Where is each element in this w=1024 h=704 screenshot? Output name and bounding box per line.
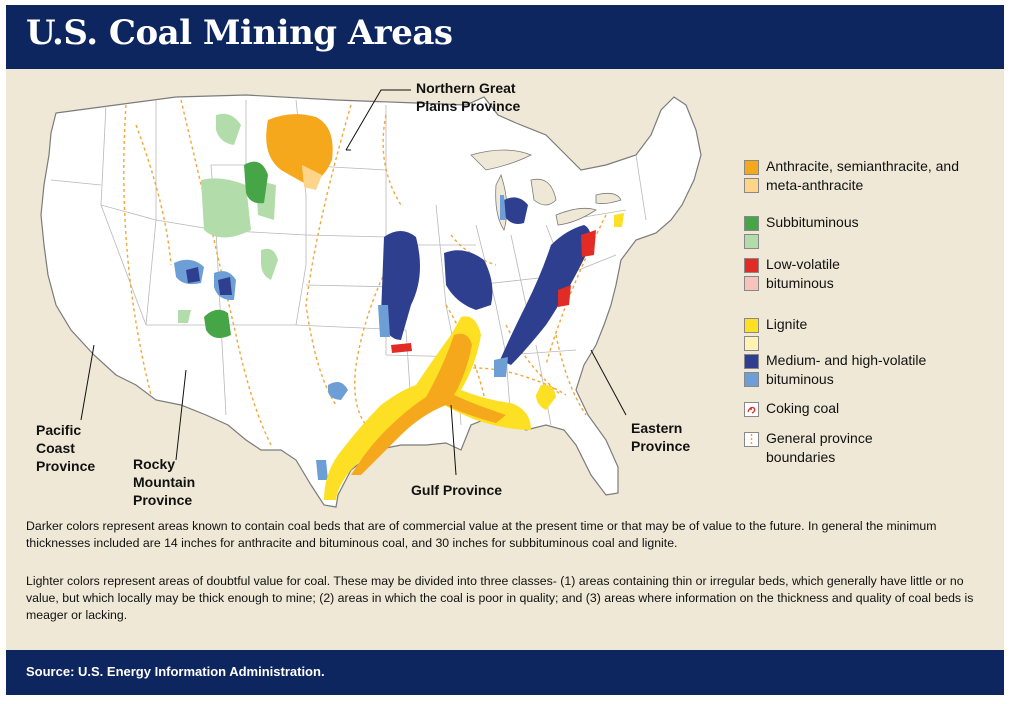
legend-swatch-dark [744,258,759,273]
legend-label: Lignite [766,316,808,332]
province-label-line: Northern Great [416,80,516,96]
legend-swatch-light [744,178,759,193]
subbituminous-dark-region [204,309,231,339]
med-high-bituminous-region [444,250,493,310]
coal-regions [174,113,624,500]
province-label-northern-great-plains: Northern Great Plains Province [416,79,520,115]
province-label-pacific-coast: Pacific Coast Province [36,421,95,475]
subbituminous-light-region [216,113,241,145]
legend-label: Anthracite, semianthracite, and meta-ant… [766,158,959,193]
med-high-bituminous-region [504,197,528,224]
province-label-line: Gulf Province [411,482,503,498]
med-high-bituminous-dark-region [218,277,232,295]
subbituminous-light-region [178,310,191,323]
lignite-region [324,316,531,500]
subbituminous-dark-region [244,161,268,204]
leader-lines [80,89,627,476]
infographic-frame: U.S. Coal Mining Areas [6,5,1004,695]
med-high-bituminous-light-region [500,195,506,220]
us-map [40,89,702,508]
legend-swatch-dark [744,216,759,231]
note-darker-colors: Darker colors represent areas known to c… [26,519,937,550]
low-volatile-region [558,285,571,307]
subbituminous-light-region [201,178,251,238]
legend-swatch-light [744,372,759,387]
header-bar: U.S. Coal Mining Areas [6,5,1004,69]
anthracite-region [266,114,333,184]
med-high-bituminous-light-region [316,460,328,480]
subbituminous-light-region [261,248,278,280]
province-label-line: Plains Province [416,98,521,114]
med-high-bituminous-light-region [494,357,508,377]
med-high-bituminous-light-region [378,305,390,337]
low-volatile-region [391,343,412,353]
footer-bar: Source: U.S. Energy Information Administ… [6,650,1004,695]
source-text: Source: U.S. Energy Information Administ… [26,664,325,679]
legend-label: Coking coal [766,400,840,416]
legend-swatch-light [744,276,759,291]
province-label-line: Province [133,492,193,508]
lignite-region [536,384,556,410]
note-lighter-colors: Lighter colors represent areas of doubtf… [26,574,974,622]
legend-label: General province boundaries [766,430,873,465]
province-label-line: Eastern [631,420,683,436]
legend-swatch-dark [744,318,759,333]
legend-label: Medium- and high-volatile bituminous [766,352,927,387]
anthracite-light-region [302,165,322,190]
province-label-rocky-mountain: Rocky Mountain Province [133,455,195,509]
med-high-bituminous-region [500,225,591,365]
province-label-line: Pacific [36,422,82,438]
med-high-bituminous-light-region [328,381,348,400]
legend-swatch-light [744,336,759,351]
med-high-bituminous-region [381,231,420,340]
low-volatile-region [581,230,596,257]
coking-coal-icon [744,402,759,417]
legend-label: Low-volatile bituminous [766,256,840,291]
province-label-line: Rocky [133,456,176,472]
province-label-line: Mountain [133,474,196,490]
legend-label: Subbituminous [766,214,859,230]
province-label-line: Province [631,438,691,454]
boundary-line-icon [744,432,759,447]
province-label-eastern: Eastern Province [631,419,690,455]
legend-swatch-dark [744,160,759,175]
legend-swatch-dark [744,354,759,369]
province-label-line: Province [36,458,96,474]
lignite-region [351,333,506,475]
province-label-line: Coast [36,440,75,456]
lignite-region [614,213,624,227]
legend-swatch-light [744,234,759,249]
med-high-bituminous-dark-region [186,267,200,283]
province-label-gulf: Gulf Province [411,481,502,499]
page-title: U.S. Coal Mining Areas [26,13,453,53]
